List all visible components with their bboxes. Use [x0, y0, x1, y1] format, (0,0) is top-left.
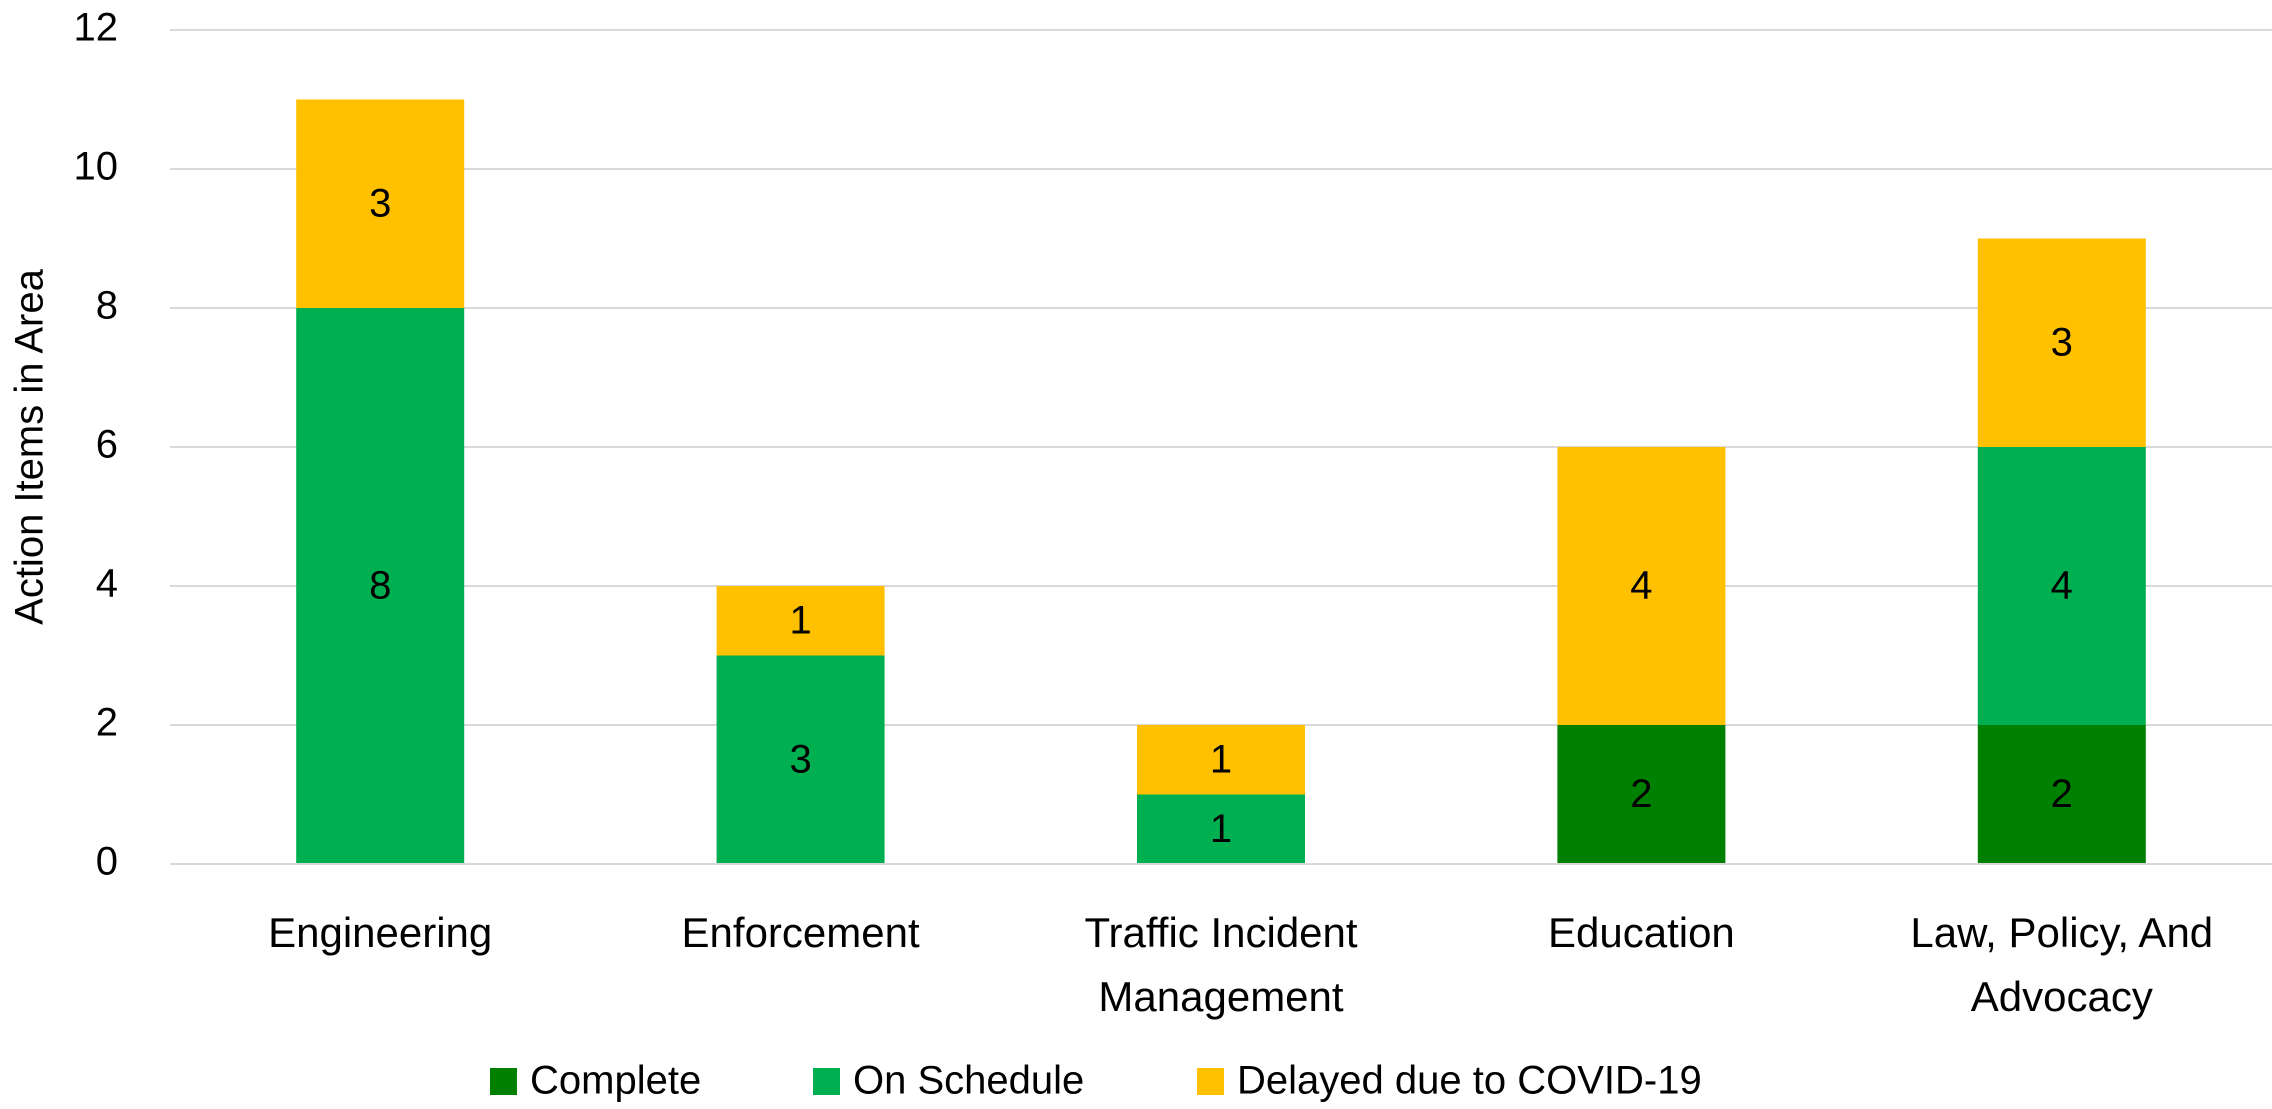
bar-segment	[1977, 725, 2146, 864]
data-label: 3	[2051, 320, 2073, 364]
bar-segment	[1137, 794, 1305, 864]
x-tick-label: Engineering	[268, 909, 493, 956]
data-label: 3	[789, 737, 811, 781]
bar-segment	[1977, 238, 2146, 447]
bar-segment	[1557, 725, 1726, 864]
bar-segment	[296, 308, 465, 864]
data-label: 4	[2051, 564, 2073, 608]
y-tick-label: 10	[74, 145, 119, 189]
data-label: 3	[369, 181, 391, 225]
y-tick-label: 8	[96, 284, 118, 328]
legend-label: Complete	[530, 1059, 701, 1103]
y-tick-label: 6	[96, 423, 118, 467]
bar-segment	[716, 655, 885, 864]
data-label: 4	[1630, 564, 1652, 608]
y-tick-label: 0	[96, 840, 118, 884]
legend-swatch	[490, 1068, 517, 1095]
y-tick-label: 4	[96, 562, 118, 606]
data-label: 2	[1630, 772, 1652, 816]
x-tick-label: Education	[1547, 909, 1735, 956]
y-tick-label: 12	[74, 6, 119, 50]
x-tick-label: Law, Policy, And Advocacy	[1910, 909, 2214, 1020]
data-label: 1	[789, 598, 811, 642]
legend-label: Delayed due to COVID-19	[1237, 1059, 1702, 1103]
data-label: 1	[1210, 737, 1232, 781]
legend-swatch	[1197, 1068, 1224, 1095]
legend-swatch	[813, 1068, 840, 1095]
y-tick-label: 2	[96, 701, 118, 745]
bar-segment	[716, 586, 885, 656]
bar-segment	[1557, 447, 1726, 725]
data-label: 8	[369, 564, 391, 608]
x-tick-label: Enforcement	[681, 909, 920, 956]
data-label: 1	[1210, 807, 1232, 851]
y-axis-label: Action Items in Area	[8, 268, 52, 624]
legend-label: On Schedule	[853, 1059, 1084, 1103]
bar-segment	[1977, 447, 2146, 725]
bar-segment	[296, 99, 465, 308]
x-tick-label: Traffic Incident Management	[1084, 909, 1358, 1020]
bar-segment	[1137, 725, 1305, 795]
data-label: 2	[2051, 772, 2073, 816]
